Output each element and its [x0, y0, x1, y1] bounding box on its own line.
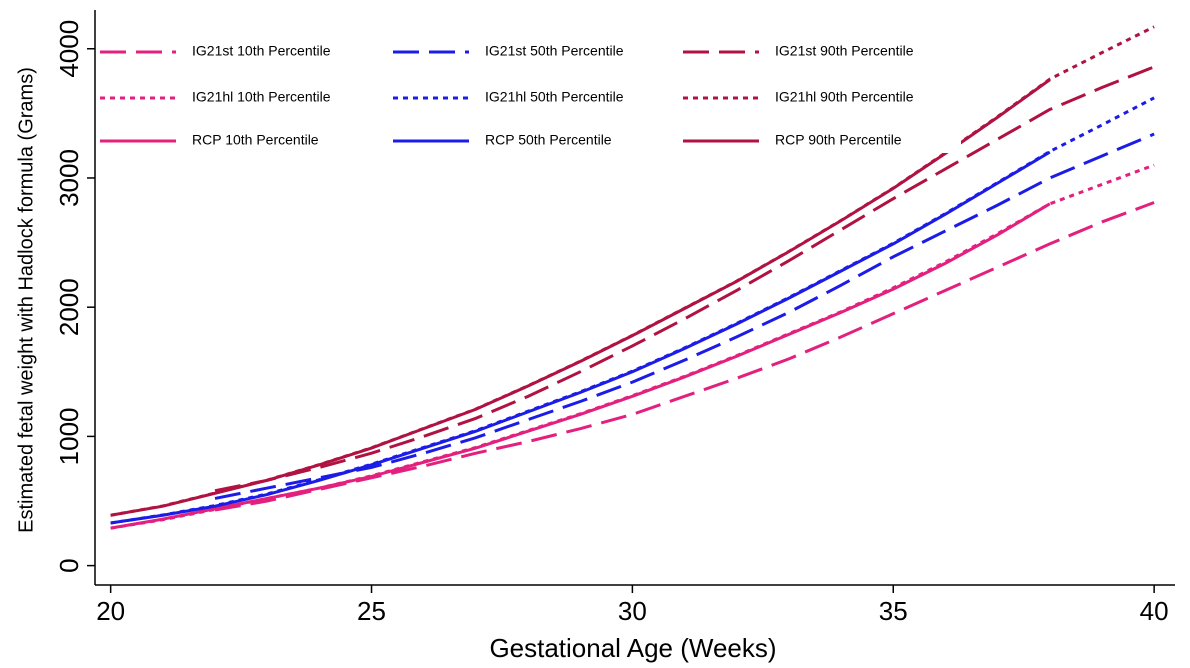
series-line: [110, 96, 1155, 525]
y-tick-label: 1000: [54, 407, 84, 465]
y-tick-label: 4000: [54, 20, 84, 78]
y-tick-label: 0: [54, 558, 84, 572]
legend-label: IG21st 50th Percentile: [485, 43, 624, 59]
x-axis-label: Gestational Age (Weeks): [489, 633, 776, 663]
series-line: [214, 132, 1155, 500]
x-tick-label: 40: [1140, 596, 1169, 626]
series-line: [110, 78, 1051, 517]
series-line: [110, 202, 1051, 530]
legend-label: RCP 50th Percentile: [485, 132, 612, 148]
y-axis-label: Estimated fetal weight with Hadlock form…: [15, 67, 37, 533]
y-tick-label: 3000: [54, 149, 84, 207]
legend-label: RCP 90th Percentile: [775, 132, 902, 148]
legend-label: IG21hl 90th Percentile: [775, 89, 914, 105]
legend-label: IG21hl 10th Percentile: [192, 89, 331, 105]
series-line: [110, 150, 1051, 525]
x-tick-label: 20: [96, 596, 125, 626]
x-tick-label: 30: [618, 596, 647, 626]
series-line: [214, 65, 1155, 493]
series-line: [214, 201, 1155, 512]
legend-label: IG21st 10th Percentile: [192, 43, 331, 59]
x-tick-label: 25: [357, 596, 386, 626]
legend-label: IG21hl 50th Percentile: [485, 89, 624, 105]
x-tick-label: 35: [879, 596, 908, 626]
legend-label: RCP 10th Percentile: [192, 132, 319, 148]
legend-label: IG21st 90th Percentile: [775, 43, 914, 59]
y-tick-label: 2000: [54, 278, 84, 336]
